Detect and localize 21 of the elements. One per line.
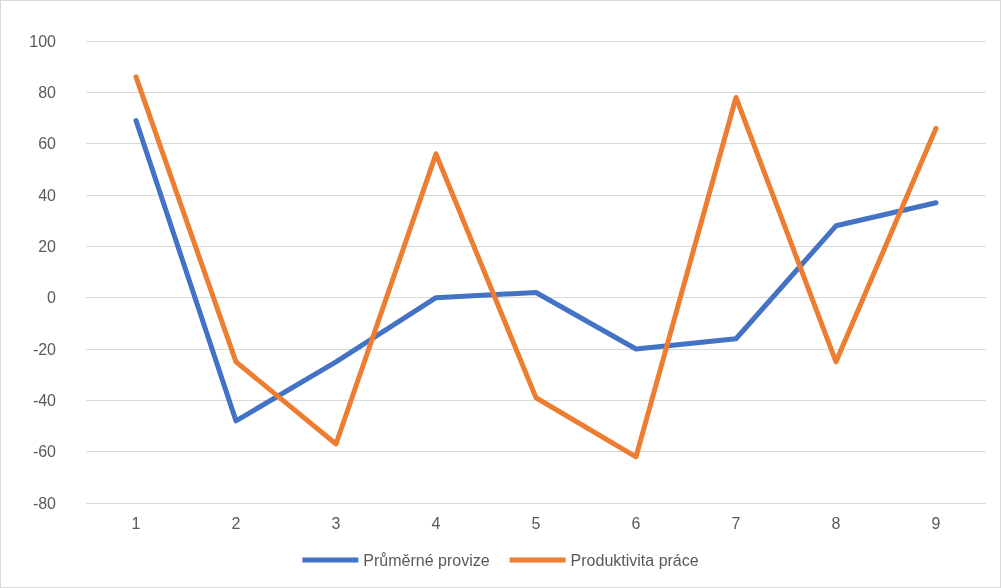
x-tick-label: 7 (731, 514, 741, 532)
y-tick-label: -60 (32, 443, 57, 461)
y-tick-label: -80 (32, 494, 57, 512)
x-tick-label: 9 (931, 514, 941, 532)
y-tick-label: -20 (32, 340, 57, 358)
x-tick-label: 1 (131, 514, 141, 532)
x-tick-label: 6 (631, 514, 641, 532)
x-tick-label: 8 (831, 514, 841, 532)
legend-label: Produktivita práce (570, 551, 699, 569)
y-tick-label: 0 (47, 289, 57, 307)
y-tick-label: 100 (29, 32, 57, 50)
y-tick-label: 40 (38, 186, 57, 204)
x-tick-label: 4 (431, 514, 441, 532)
x-tick-label: 5 (531, 514, 541, 532)
y-tick-label: 20 (38, 237, 57, 255)
y-tick-label: 60 (38, 135, 57, 153)
x-tick-label: 3 (331, 514, 341, 532)
y-tick-label: -40 (32, 391, 57, 409)
legend-label: Průměrné provize (363, 551, 490, 569)
x-tick-label: 2 (231, 514, 241, 532)
y-tick-label: 80 (38, 83, 57, 101)
